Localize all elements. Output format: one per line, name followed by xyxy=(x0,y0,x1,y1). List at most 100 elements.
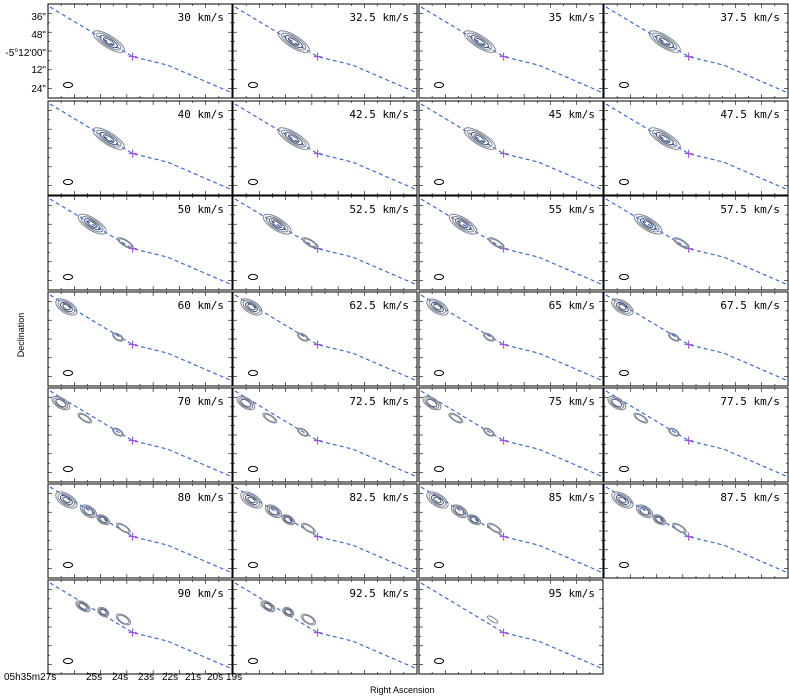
y-tick-label: -5°12'00" xyxy=(5,48,46,59)
contour-line xyxy=(652,514,667,526)
contour-line xyxy=(57,300,76,314)
jet-axis-line xyxy=(49,390,231,477)
contour-line xyxy=(59,301,73,313)
channel-panel: 77.5 km/s xyxy=(603,387,789,483)
contour-line xyxy=(639,507,650,516)
panel-ticks xyxy=(48,484,232,578)
channel-panel: 87.5 km/s xyxy=(603,483,789,579)
panel-frame xyxy=(603,387,789,483)
contour-line xyxy=(51,395,71,411)
beam-ellipse xyxy=(63,465,73,473)
contour-line xyxy=(463,30,496,53)
contour-line xyxy=(236,395,256,411)
contour-line xyxy=(655,516,664,524)
contour-line xyxy=(613,300,632,314)
contour-line xyxy=(467,129,493,148)
beam-ellipse xyxy=(434,81,444,89)
contour-line xyxy=(470,132,489,146)
contour-line xyxy=(284,516,293,524)
panel-ticks xyxy=(233,388,417,482)
contour-line xyxy=(287,37,300,46)
panel-ticks xyxy=(48,101,232,195)
contour-line xyxy=(102,134,115,143)
channel-panel: 82.5 km/s xyxy=(232,483,418,579)
jet-axis-line xyxy=(420,486,602,573)
panel-frame xyxy=(47,3,233,99)
velocity-label: 77.5 km/s xyxy=(720,395,780,408)
contour-line xyxy=(483,427,495,437)
panel-ticks xyxy=(419,580,603,674)
contour-line xyxy=(78,413,91,423)
panel-frame xyxy=(418,100,604,196)
beam-ellipse xyxy=(434,369,444,377)
velocity-label: 75 km/s xyxy=(549,395,595,408)
contour-line xyxy=(244,301,258,313)
velocity-label: 65 km/s xyxy=(549,299,595,312)
contour-line xyxy=(473,134,486,143)
contour-line xyxy=(240,491,263,509)
contour-line xyxy=(486,615,499,624)
beam-ellipse xyxy=(619,178,629,186)
channel-panel: 35 km/s xyxy=(418,3,604,99)
contour-line xyxy=(92,30,125,53)
contour-line xyxy=(428,300,447,314)
velocity-label: 90 km/s xyxy=(178,587,224,600)
velocity-label: 70 km/s xyxy=(178,395,224,408)
contour-line xyxy=(83,218,101,231)
x-tick-label: 19s xyxy=(226,672,243,683)
contour-line xyxy=(271,220,283,229)
contour-line xyxy=(635,504,654,519)
jet-axis-line xyxy=(605,6,787,93)
contour-line xyxy=(463,127,496,150)
contour-line xyxy=(117,614,130,625)
contour-line xyxy=(115,522,131,534)
contour-line xyxy=(284,35,303,49)
panel-ticks xyxy=(419,484,603,578)
contour-line xyxy=(55,298,78,316)
contour-line xyxy=(75,600,91,613)
contour-line xyxy=(268,507,279,516)
y-axis-title: Declination xyxy=(16,312,26,358)
jet-axis-line xyxy=(49,486,231,573)
x-tick-label: 25s xyxy=(86,672,103,683)
channel-panel: 40 km/s xyxy=(47,100,233,196)
contour-line xyxy=(468,515,480,525)
jet-axis-line xyxy=(49,198,231,285)
panel-ticks xyxy=(48,4,232,98)
contour-line xyxy=(430,301,444,313)
y-tick-label: 48" xyxy=(31,30,46,41)
contour-line xyxy=(283,607,293,617)
beam-ellipse xyxy=(248,657,258,665)
contour-line xyxy=(470,516,479,524)
panel-frame xyxy=(418,579,604,675)
contour-line xyxy=(298,333,308,341)
contour-line xyxy=(268,218,286,231)
panel-ticks xyxy=(419,196,603,290)
contour-line xyxy=(242,493,261,507)
velocity-label: 50 km/s xyxy=(178,203,224,216)
beam-ellipse xyxy=(248,561,258,569)
beam-ellipse xyxy=(248,465,258,473)
jet-axis-line xyxy=(234,486,416,573)
contour-line xyxy=(102,37,115,46)
contour-line xyxy=(457,220,469,229)
beam-ellipse xyxy=(619,81,629,89)
contour-line xyxy=(77,412,93,424)
panel-frame xyxy=(232,3,418,99)
contour-line xyxy=(658,37,671,46)
velocity-label: 45 km/s xyxy=(549,108,595,121)
contour-line xyxy=(426,491,449,509)
contour-line xyxy=(652,129,678,148)
contour-line xyxy=(428,493,447,507)
contour-line xyxy=(113,428,123,436)
jet-axis-line xyxy=(420,6,602,93)
channel-panel: 57.5 km/s xyxy=(603,195,789,291)
panel-frame xyxy=(603,291,789,387)
contour-line xyxy=(287,134,300,143)
contour-line xyxy=(96,129,122,148)
contour-line xyxy=(486,522,502,534)
panel-frame xyxy=(232,387,418,483)
contour-line xyxy=(262,412,278,424)
contour-line xyxy=(62,303,71,311)
contour-line xyxy=(116,237,134,249)
